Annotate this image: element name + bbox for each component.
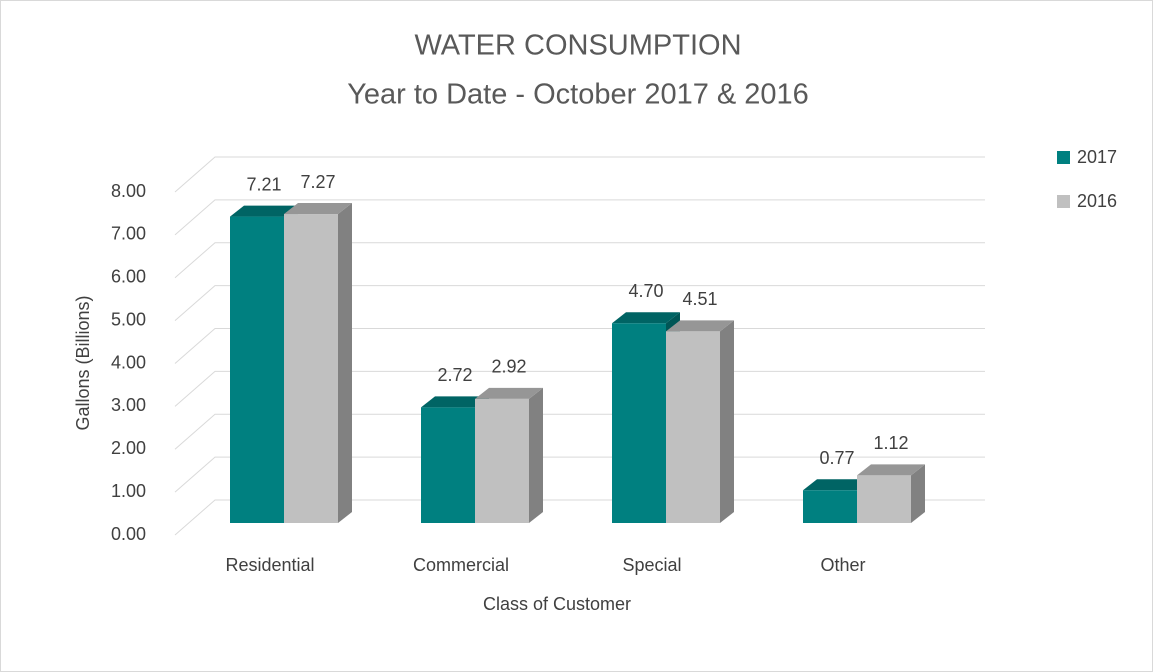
bar-face <box>230 216 284 523</box>
bar-face <box>284 214 338 523</box>
y-axis-title: Gallons (Billions) <box>73 295 93 430</box>
bar-face <box>421 396 489 408</box>
y-tick-label: 1.00 <box>111 481 146 501</box>
grid-line <box>174 242 985 279</box>
grid-line <box>174 156 985 193</box>
bar-face <box>612 323 666 523</box>
data-label: 7.27 <box>300 172 335 192</box>
bar-face <box>803 479 871 491</box>
bar-face <box>803 490 857 523</box>
data-label: 4.51 <box>682 289 717 309</box>
bar <box>475 387 543 523</box>
bar-face <box>338 203 352 523</box>
x-axis-title: Class of Customer <box>483 594 631 614</box>
chart-subtitle: Year to Date - October 2017 & 2016 <box>347 79 809 111</box>
legend-swatch <box>1057 151 1070 164</box>
data-label: 7.21 <box>246 174 281 194</box>
grid-line <box>174 285 985 322</box>
data-label: 0.77 <box>819 448 854 468</box>
y-tick-label: 5.00 <box>111 309 146 329</box>
y-tick-label: 2.00 <box>111 438 146 458</box>
x-tick-label: Residential <box>225 555 314 575</box>
bar <box>666 320 734 523</box>
grid-line <box>174 199 985 236</box>
bar-face <box>230 205 298 217</box>
bar-face <box>612 312 680 324</box>
bar-face <box>284 203 352 215</box>
y-tick-label: 8.00 <box>111 181 146 201</box>
bar-face <box>720 320 734 523</box>
bar-face <box>421 407 475 523</box>
y-tick-label: 7.00 <box>111 224 146 244</box>
bar-face <box>666 331 720 523</box>
data-label: 2.92 <box>491 357 526 377</box>
bar <box>284 203 352 523</box>
bar-face <box>666 320 734 332</box>
x-tick-label: Commercial <box>413 555 509 575</box>
bar-face <box>529 387 543 523</box>
y-tick-label: 4.00 <box>111 352 146 372</box>
y-tick-label: 3.00 <box>111 395 146 415</box>
y-tick-label: 0.00 <box>111 524 146 544</box>
legend-label: 2017 <box>1077 147 1117 167</box>
legend-swatch <box>1057 195 1070 208</box>
bar <box>857 464 925 523</box>
bar-face <box>911 464 925 523</box>
bar-face <box>475 387 543 399</box>
data-label: 1.12 <box>873 433 908 453</box>
bar-face <box>857 464 925 476</box>
data-label: 2.72 <box>437 365 472 385</box>
x-tick-label: Other <box>820 555 865 575</box>
data-label: 4.70 <box>628 281 663 301</box>
bar-face <box>857 475 911 523</box>
x-tick-label: Special <box>622 555 681 575</box>
legend-label: 2016 <box>1077 191 1117 211</box>
bar-face <box>475 398 529 523</box>
chart-title: WATER CONSUMPTION <box>414 30 741 62</box>
y-tick-label: 6.00 <box>111 267 146 287</box>
